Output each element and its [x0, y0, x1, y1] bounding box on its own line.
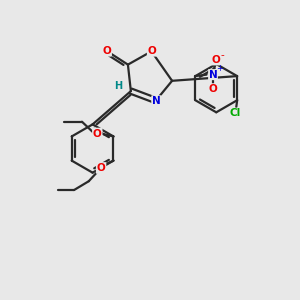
Text: +: + — [216, 64, 223, 73]
Text: O: O — [97, 163, 106, 173]
Text: -: - — [220, 50, 224, 60]
Text: O: O — [208, 84, 217, 94]
Text: H: H — [114, 81, 123, 91]
Text: Cl: Cl — [229, 109, 240, 118]
Text: N: N — [152, 96, 161, 106]
Text: O: O — [212, 55, 220, 65]
Text: O: O — [93, 128, 102, 139]
Text: N: N — [208, 70, 217, 80]
Text: O: O — [102, 46, 111, 56]
Text: O: O — [148, 46, 156, 56]
